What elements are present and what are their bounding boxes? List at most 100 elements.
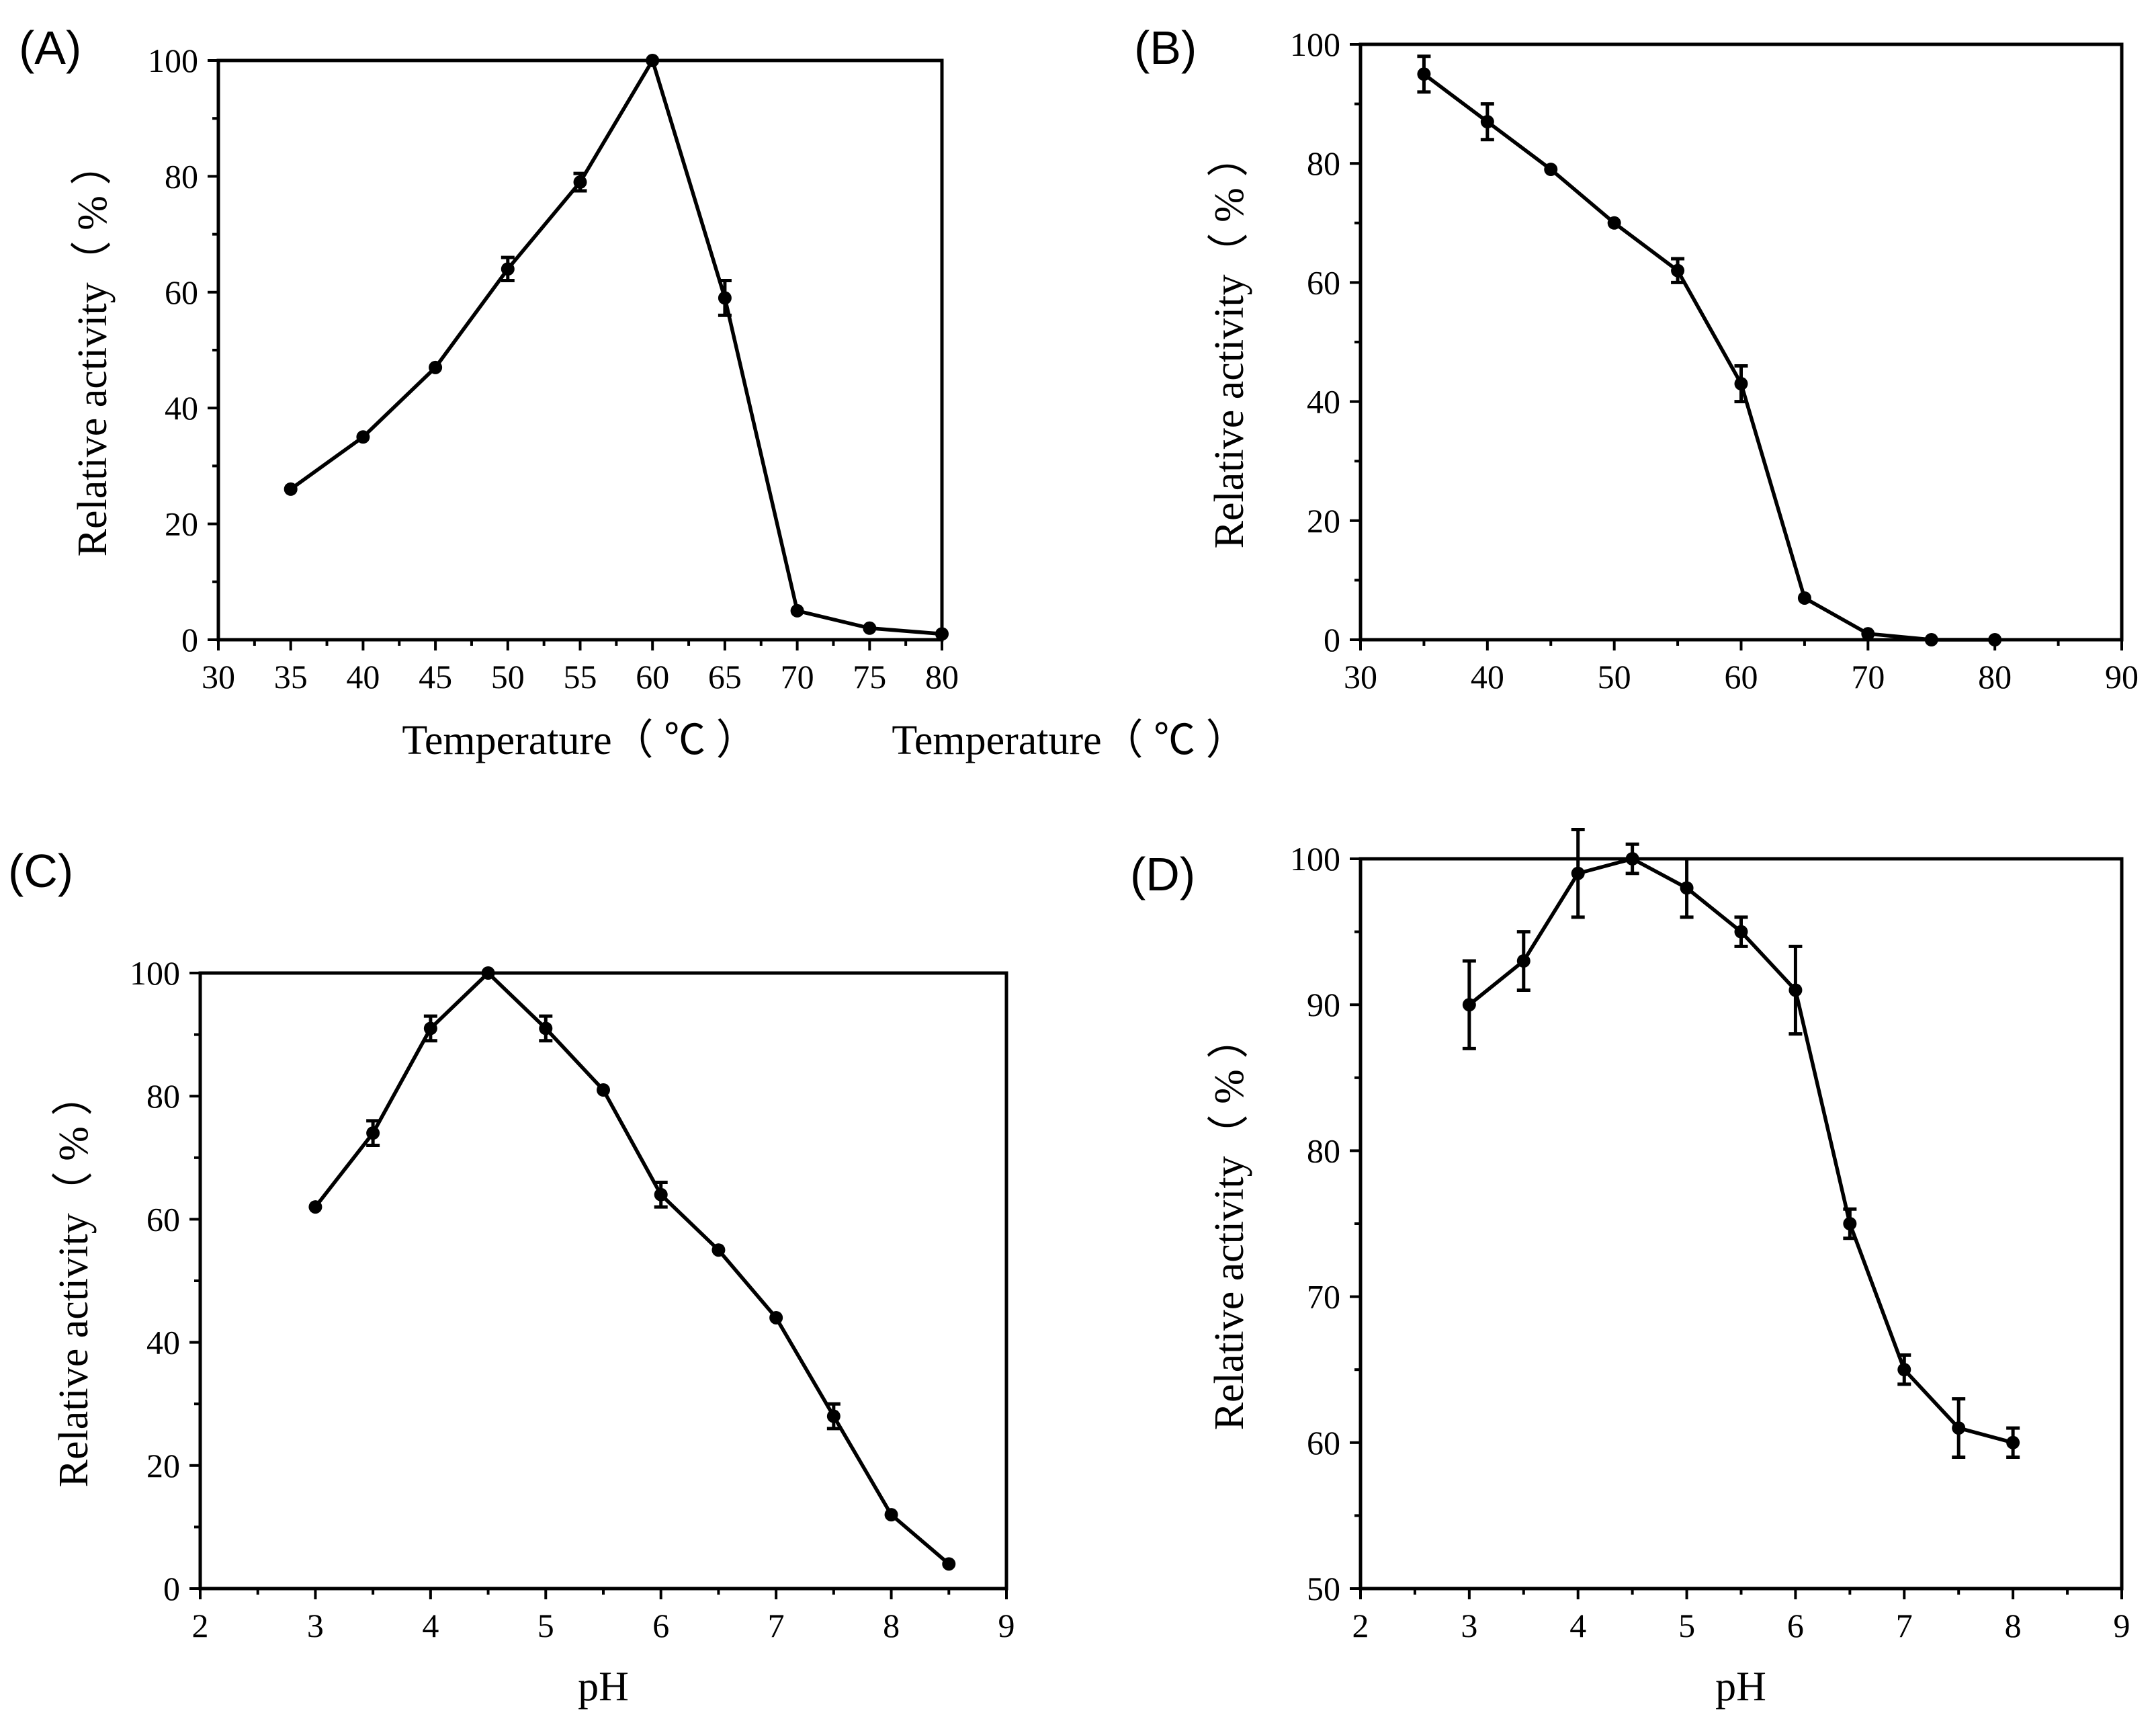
x-tick-label: 8 [883,1607,900,1644]
panel-label: (B) [1134,22,1197,74]
panel-label: (D) [1130,848,1195,900]
x-tick-label: 35 [274,658,308,696]
data-point [1734,377,1748,391]
x-tick-label: 75 [853,658,886,696]
plot-frame [198,971,1008,1591]
x-tick-label: 45 [419,658,452,696]
x-tick-label: 4 [422,1607,439,1644]
data-point [1607,216,1621,230]
data-point [654,1187,668,1202]
data-point [1734,925,1748,939]
data-point [1480,115,1494,129]
data-point [790,603,804,618]
data-point [1861,627,1875,641]
data-point [284,482,298,496]
data-point [356,430,370,444]
y-tick-label: 0 [163,1570,180,1607]
x-tick-label: 60 [1725,658,1758,696]
y-tick-label: 60 [1307,263,1340,301]
y-tick-label: 60 [1307,1424,1340,1462]
x-axis-title: pH [1715,1664,1766,1710]
x-tick-label: 5 [537,1607,554,1644]
panel-3: 2 3 4 5 6 7 8 9 50 60 70 80 90 100 (D) pH Relative activ… [1130,828,2130,1710]
x-tick-label: 80 [925,658,959,696]
x-tick-label: 7 [768,1607,785,1644]
x-tick-label: 70 [781,658,814,696]
x-tick-label: 55 [564,658,597,696]
y-tick-label: 50 [1307,1570,1340,1607]
x-tick-label: 70 [1851,658,1885,696]
data-series-line [1422,73,1995,642]
x-tick-label: 50 [1598,658,1631,696]
x-tick-label: 5 [1678,1607,1695,1644]
data-point [935,627,949,641]
data-series-line [314,971,951,1566]
x-tick-label: 4 [1569,1607,1586,1644]
x-tick-label: 6 [652,1607,669,1644]
plot-frame [1359,857,2124,1591]
x-tick-label: 60 [636,658,669,696]
y-tick-label: 20 [146,1447,180,1484]
x-tick-label: 40 [346,658,380,696]
y-tick-label: 60 [146,1200,180,1238]
data-point [308,1200,322,1214]
data-point [942,1557,956,1571]
x-tick-label: 90 [2105,658,2139,696]
x-tick-label: 9 [998,1607,1015,1644]
data-point [1924,633,1938,646]
y-tick-label: 100 [1290,840,1340,878]
x-tick-label: 50 [491,658,525,696]
x-axis-title: Temperature（ ℃ ） [892,718,1247,763]
y-tick-label: 20 [1307,502,1340,540]
data-point [1462,998,1476,1012]
y-tick-label: 20 [165,505,198,543]
x-tick-label: 40 [1471,658,1504,696]
y-tick-label: 80 [1307,144,1340,182]
data-point [501,262,515,276]
data-point [1843,1217,1857,1230]
y-axis-title: Relative activity（ % ） [70,144,116,557]
data-point [1671,263,1685,278]
x-axis-title: pH [578,1664,629,1710]
x-tick-label: 80 [1978,658,2012,696]
y-tick-label: 0 [1324,621,1340,659]
data-point [423,1021,437,1036]
panel-label: (C) [8,845,73,897]
y-tick-label: 100 [130,954,180,992]
x-axis-title: Temperature（ ℃ ） [402,718,757,763]
data-point [826,1409,840,1423]
plot-frame [1359,42,2124,642]
x-tick-label: 65 [708,658,742,696]
y-tick-label: 70 [1307,1278,1340,1316]
data-point [1797,591,1811,605]
y-tick-label: 80 [1307,1132,1340,1169]
y-tick-label: 40 [1307,383,1340,421]
x-tick-label: 8 [2005,1607,2022,1644]
data-point [1417,67,1431,81]
x-tick-label: 9 [2114,1607,2130,1644]
x-tick-label: 6 [1787,1607,1804,1644]
data-point [712,1243,726,1257]
data-point [1952,1421,1966,1435]
data-point [1788,983,1803,997]
plot-frame [216,58,944,642]
x-tick-label: 3 [307,1607,324,1644]
data-series-line [290,58,943,636]
data-point [597,1083,610,1097]
data-point [1571,866,1585,880]
panel-0: 30 35 40 45 50 55 60 65 70 75 80 0 20 40 60 80 100 (A) Tem… [19,22,959,763]
data-point [884,1508,898,1522]
data-point [769,1310,783,1324]
data-point [1680,881,1694,895]
data-point [718,291,732,305]
data-point [539,1021,553,1036]
data-point [646,54,660,67]
panel-1: 30 40 50 60 70 80 90 0 20 40 60 80 100 (B) Temperature… [892,22,2139,763]
data-point [1988,633,2002,646]
y-axis-title: Relative activity（ % ） [1207,136,1252,549]
data-point [573,175,587,189]
x-tick-label: 2 [1352,1607,1369,1644]
y-tick-label: 90 [1307,986,1340,1023]
y-tick-label: 100 [148,42,198,79]
